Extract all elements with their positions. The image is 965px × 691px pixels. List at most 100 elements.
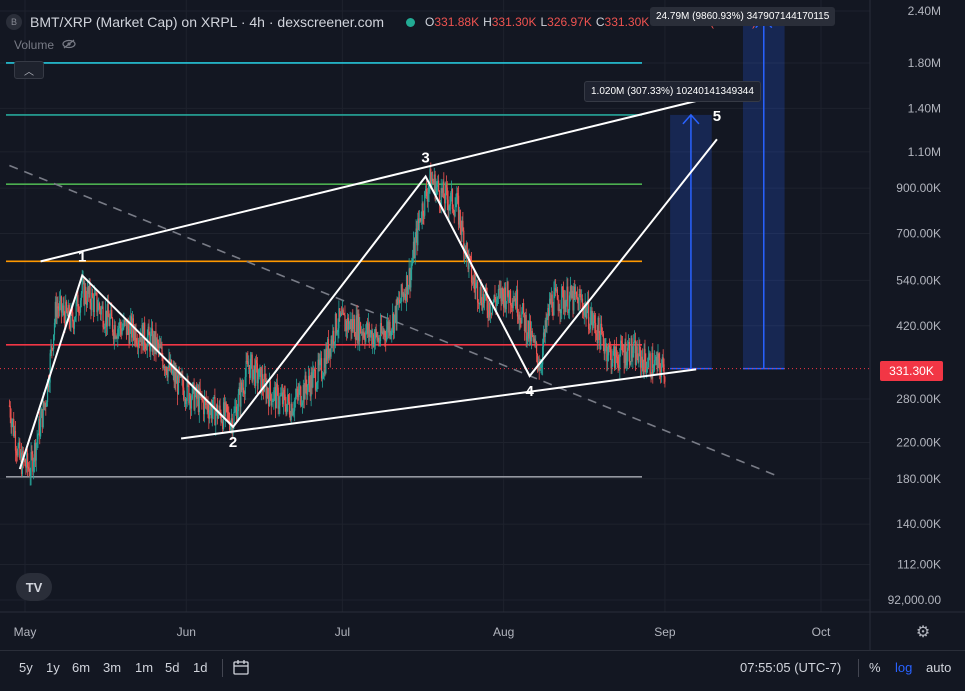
candle-body [252,369,254,382]
candle-body [602,333,604,345]
candle-body [620,340,623,344]
auto-scale-button[interactable]: auto [926,660,952,675]
timeframe-1d[interactable]: 1d [193,660,208,675]
candle-body [478,302,480,304]
candle-body [235,406,237,410]
candle-body [47,379,50,388]
candle-body [35,443,37,461]
candle-body [255,360,257,386]
timeframe-6m[interactable]: 6m [72,660,91,675]
log-scale-button[interactable]: log [895,660,913,675]
candle-body [171,370,174,374]
candle-body [388,321,390,333]
candle-body [438,180,440,191]
candle-body [270,394,272,406]
candle-body [98,303,100,310]
candle-body [247,361,249,367]
candle-body [422,203,424,216]
timeframe-3m[interactable]: 3m [103,660,122,675]
candle-body [287,394,290,402]
candle-body [102,306,104,328]
candle-body [447,199,449,211]
candle-body [568,295,571,311]
candle-body [227,411,229,413]
candle-body [531,331,533,336]
candle-body [374,328,376,339]
candle-body [291,403,293,416]
candle-body [111,318,114,333]
candle-body [218,405,220,414]
candle-body [260,367,262,393]
price-chart[interactable]: 2.40M 1.80M 1.40M 1.10M 900.00K 700.00K 540.00… [0,0,965,650]
timeframe-5d[interactable]: 5d [165,660,180,675]
candle-body [85,300,88,305]
candle-body [117,329,119,339]
candle-body [379,323,382,342]
candle-body [426,196,428,202]
eye-off-icon[interactable] [62,38,76,52]
candle-body [69,322,71,328]
candle-body [604,347,606,354]
candle-body [302,385,304,403]
candle-body [220,412,222,422]
symbol-title[interactable]: BMT/XRP (Market Cap) on XRPL · 4h · dexs… [30,14,385,30]
chevron-up-icon[interactable]: ︿ [14,61,44,79]
candle-body [383,331,385,335]
candle-body [545,320,547,327]
candle-body [170,359,173,374]
candle-body [15,450,17,454]
candle-body [647,356,650,368]
candle-body [326,348,328,361]
candle-body [633,340,636,342]
candle-body [32,454,34,472]
toolbar-divider [222,659,223,677]
candle-body [477,302,480,304]
candle-body [292,411,294,416]
candle-body [251,354,253,382]
candle-body [373,338,376,347]
candle-body [490,313,493,315]
candle-body [320,358,323,379]
clock-readout[interactable]: 07:55:05 (UTC-7) [740,660,842,675]
candle-body [151,328,154,352]
candle-body [424,191,426,216]
candle-body [625,342,627,366]
candle-body [321,378,324,380]
calendar-range-icon[interactable] [232,658,250,681]
candle-body [271,401,273,406]
candle-body [643,348,645,375]
volume-indicator[interactable]: Volume [14,38,76,52]
candle-body [525,314,527,341]
candle-body [608,345,611,348]
candle-body [570,286,572,298]
candle-body [59,300,61,311]
candle-body [301,402,304,406]
candle-body [281,392,283,396]
candle-body [64,315,66,328]
candle-body [437,180,439,185]
candle-body [486,296,488,311]
candle-body [421,203,423,221]
timeframe-1m[interactable]: 1m [135,660,154,675]
candle-body [521,311,523,324]
timeframe-5y[interactable]: 5y [19,660,33,675]
candle-body [581,298,584,309]
percent-scale-button[interactable]: % [869,660,881,675]
candle-body [268,394,270,407]
candle-body [161,346,163,357]
candle-body [352,319,354,329]
candle-body [294,396,297,400]
candle-body [455,203,457,208]
tradingview-logo[interactable]: TV [16,573,52,601]
candle-body [166,373,168,378]
candle-body [152,334,154,352]
candle-body [106,304,108,327]
candle-body [317,359,319,383]
candle-body [394,306,396,315]
timeframe-1y[interactable]: 1y [46,660,60,675]
candle-body [40,409,43,418]
candle-body [603,344,605,354]
candle-body [493,295,495,302]
gear-icon[interactable]: ⚙ [915,624,931,641]
candle-body [42,401,44,428]
